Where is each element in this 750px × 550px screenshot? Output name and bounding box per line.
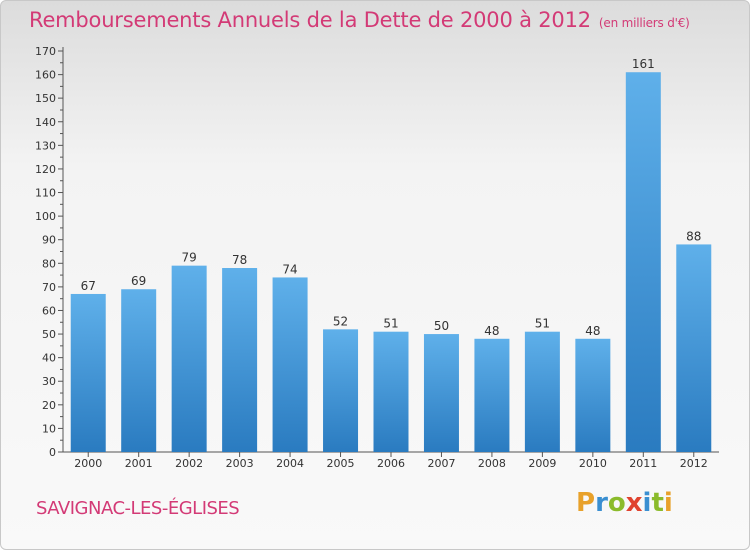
x-tick-label: 2007	[427, 457, 455, 470]
x-tick-label: 2005	[327, 457, 355, 470]
commune-name: SAVIGNAC-LES-ÉGLISES	[36, 498, 240, 519]
y-tick-label: 170	[35, 45, 56, 58]
x-tick-label: 2010	[579, 457, 607, 470]
y-tick-label: 20	[42, 399, 56, 412]
x-tick-label: 2006	[377, 457, 405, 470]
y-tick-label: 110	[35, 187, 56, 200]
logo-letter: P	[576, 488, 596, 518]
bar	[121, 289, 157, 452]
y-tick-label: 60	[42, 304, 56, 317]
bar	[323, 329, 359, 452]
logo-letter: o	[607, 488, 626, 518]
x-tick-label: 2012	[680, 457, 708, 470]
x-tick-label: 2008	[478, 457, 506, 470]
chart-unit: (en milliers d'€)	[598, 16, 690, 30]
x-tick-label: 2011	[629, 457, 657, 470]
x-tick-label: 2002	[175, 457, 203, 470]
bar-value-label: 78	[232, 253, 247, 267]
bar-value-label: 50	[434, 319, 449, 333]
bar-value-label: 88	[686, 229, 701, 243]
bar-value-label: 79	[182, 251, 197, 265]
y-tick-label: 130	[35, 139, 56, 152]
y-tick-label: 90	[42, 234, 56, 247]
bar	[625, 72, 661, 453]
bar	[272, 277, 308, 452]
y-tick-label: 100	[35, 210, 56, 223]
bar-value-label: 74	[282, 262, 297, 276]
y-tick-label: 50	[42, 328, 56, 341]
y-tick-label: 10	[42, 422, 56, 435]
bar-value-label: 51	[535, 317, 550, 331]
y-tick-label: 150	[35, 92, 56, 105]
bar-value-label: 52	[333, 314, 348, 328]
logo-letter: i	[663, 488, 673, 518]
proxiti-logo[interactable]: Proxiti	[576, 488, 673, 518]
bar-value-label: 67	[81, 279, 96, 293]
logo-letter: r	[595, 488, 608, 518]
chart-title-text: Remboursements Annuels de la Dette de 20…	[29, 8, 591, 32]
bar	[676, 244, 712, 452]
bar-value-label: 69	[131, 274, 146, 288]
bar-value-label: 48	[484, 324, 499, 338]
y-tick-label: 160	[35, 69, 56, 82]
bar	[222, 268, 258, 452]
bar-value-label: 48	[585, 324, 600, 338]
bar-value-label: 161	[632, 57, 655, 71]
bar	[171, 265, 207, 452]
y-tick-label: 80	[42, 257, 56, 270]
bar	[575, 338, 611, 452]
bar-value-label: 51	[383, 317, 398, 331]
bar	[423, 334, 459, 452]
logo-letter: t	[651, 488, 664, 518]
bars: 67 69 79 78 74 52 51 50 48 51 48 161 88	[70, 57, 712, 453]
y-tick-label: 70	[42, 281, 56, 294]
y-tick-label: 30	[42, 375, 56, 388]
x-tick-label: 2001	[125, 457, 153, 470]
bar	[474, 338, 510, 452]
y-tick-label: 120	[35, 163, 56, 176]
bar	[70, 293, 106, 452]
logo-letter: i	[642, 488, 652, 518]
x-tick-label: 2009	[528, 457, 556, 470]
y-tick-label: 40	[42, 352, 56, 365]
axes: 0 10 20 30 40 50 60 70 80 90 100 110 120 130 140 150 160…	[35, 45, 719, 470]
logo-letter: x	[625, 488, 643, 518]
chart-title: Remboursements Annuels de la Dette de 20…	[29, 8, 690, 32]
bar	[524, 331, 560, 452]
x-tick-label: 2000	[74, 457, 102, 470]
y-tick-label: 0	[49, 446, 56, 459]
bar	[373, 331, 409, 452]
y-tick-label: 140	[35, 116, 56, 129]
x-tick-label: 2003	[226, 457, 254, 470]
x-tick-label: 2004	[276, 457, 304, 470]
